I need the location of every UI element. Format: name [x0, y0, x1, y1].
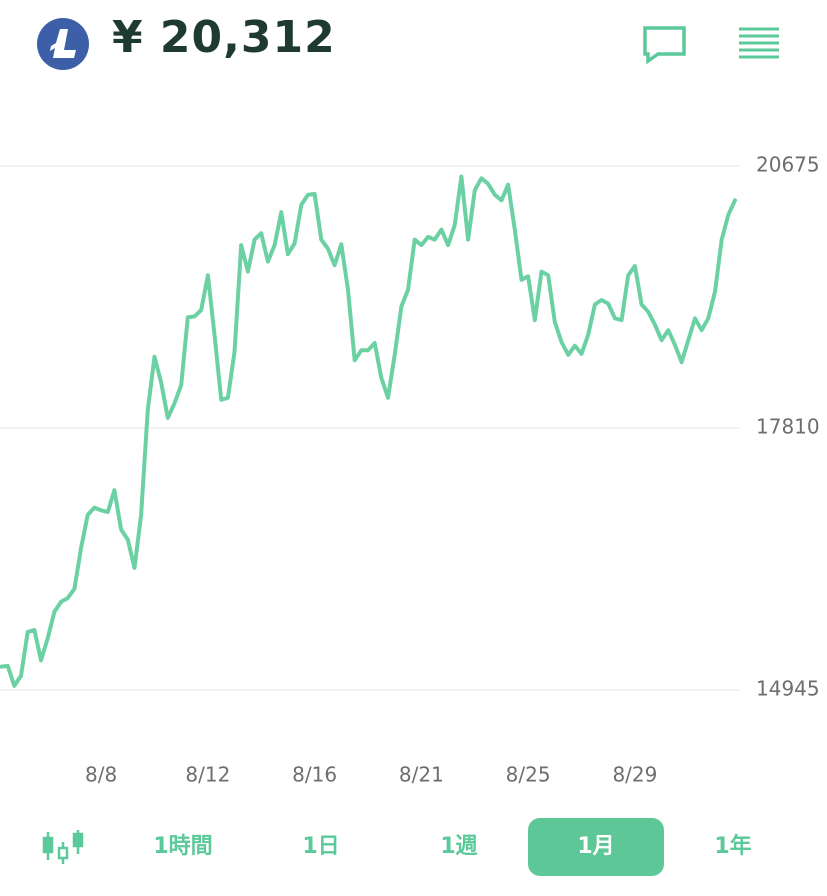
y-tick-label: 20675 — [756, 153, 820, 177]
chart: 14945 17810 20675 8/8 8/12 8/16 8/21 8/25 8/29 — [0, 153, 820, 787]
x-tick-label: 8/21 — [399, 763, 444, 787]
timeframe-button[interactable]: 1週 — [440, 834, 478, 859]
timeframe-button[interactable]: 1日 — [302, 834, 340, 859]
candle-icon[interactable] — [40, 818, 100, 876]
y-tick-label: 14945 — [756, 677, 820, 701]
chat-button[interactable] — [643, 26, 686, 65]
timeframe-button[interactable]: 1月 — [528, 818, 664, 876]
price-line — [0, 174, 737, 688]
timeframe-bar: 1時間 1日 1週 1月 1年 — [0, 818, 827, 876]
timeframe-button[interactable]: 1時間 — [153, 834, 213, 859]
timeframe-button[interactable]: 1年 — [714, 834, 752, 859]
x-tick-label: 8/16 — [292, 763, 337, 787]
x-tick-label: 8/8 — [85, 763, 117, 787]
menu-button[interactable] — [739, 27, 779, 59]
x-tick-label: 8/25 — [506, 763, 551, 787]
header — [37, 18, 779, 70]
price: ¥ 20,312 — [112, 12, 336, 63]
y-tick-label: 17810 — [756, 415, 820, 439]
x-tick-label: 8/12 — [185, 763, 230, 787]
coin-logo-glyph — [50, 29, 76, 58]
x-tick-label: 8/29 — [612, 763, 657, 787]
